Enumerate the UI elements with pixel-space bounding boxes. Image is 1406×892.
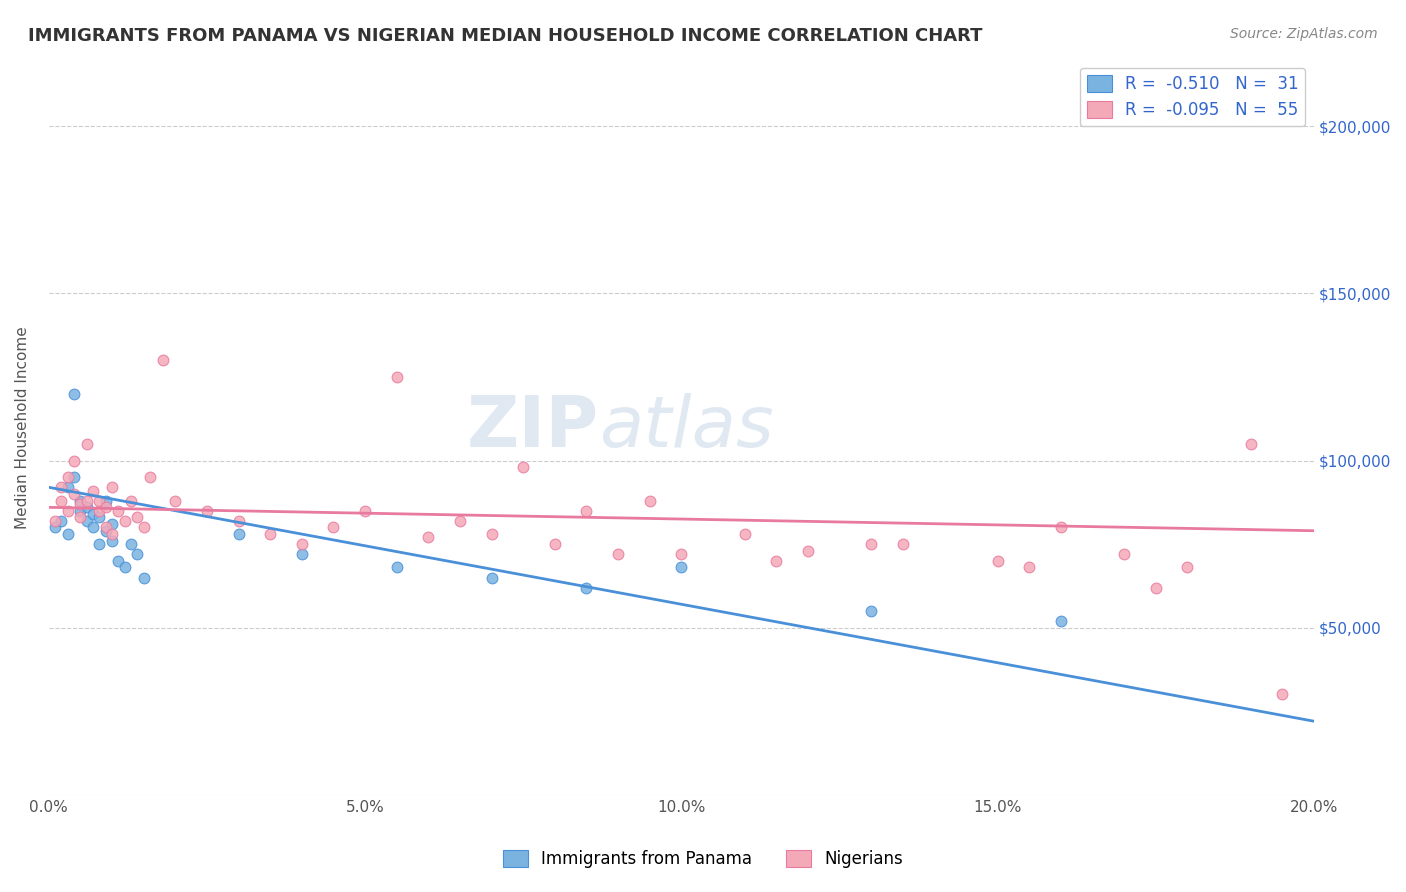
- Text: ZIP: ZIP: [467, 392, 599, 462]
- Point: [76, 493, 98, 508]
- Point: [1239, 437, 1261, 451]
- Point: [1049, 614, 1071, 628]
- Point: [69, 504, 91, 518]
- Text: Source: ZipAtlas.com: Source: ZipAtlas.com: [1230, 27, 1378, 41]
- Point: [56, 504, 79, 518]
- Point: [291, 537, 314, 551]
- Point: [69, 497, 91, 511]
- Point: [44, 514, 66, 528]
- Point: [607, 547, 630, 561]
- Point: [51, 514, 73, 528]
- Point: [76, 500, 98, 515]
- Point: [291, 547, 314, 561]
- Point: [107, 504, 129, 518]
- Point: [481, 570, 503, 584]
- Point: [82, 483, 104, 498]
- Point: [152, 353, 174, 368]
- Point: [89, 537, 111, 551]
- Point: [322, 520, 344, 534]
- Point: [1049, 520, 1071, 534]
- Text: IMMIGRANTS FROM PANAMA VS NIGERIAN MEDIAN HOUSEHOLD INCOME CORRELATION CHART: IMMIGRANTS FROM PANAMA VS NIGERIAN MEDIA…: [28, 27, 983, 45]
- Point: [63, 453, 86, 467]
- Point: [127, 510, 149, 524]
- Point: [82, 507, 104, 521]
- Point: [101, 516, 124, 531]
- Point: [89, 510, 111, 524]
- Point: [228, 527, 250, 541]
- Legend: R =  -0.510   N =  31, R =  -0.095   N =  55: R = -0.510 N = 31, R = -0.095 N = 55: [1080, 68, 1305, 126]
- Point: [132, 570, 155, 584]
- Text: atlas: atlas: [599, 392, 773, 462]
- Point: [76, 514, 98, 528]
- Point: [734, 527, 756, 541]
- Point: [94, 524, 117, 538]
- Point: [132, 520, 155, 534]
- Point: [481, 527, 503, 541]
- Point: [101, 533, 124, 548]
- Point: [89, 493, 111, 508]
- Point: [51, 493, 73, 508]
- Point: [259, 527, 281, 541]
- Point: [385, 560, 408, 574]
- Point: [63, 386, 86, 401]
- Point: [859, 604, 882, 618]
- Point: [575, 504, 598, 518]
- Point: [891, 537, 914, 551]
- Point: [449, 514, 471, 528]
- Point: [94, 500, 117, 515]
- Point: [986, 554, 1008, 568]
- Point: [63, 470, 86, 484]
- Point: [94, 493, 117, 508]
- Point: [127, 547, 149, 561]
- Point: [1144, 581, 1167, 595]
- Point: [165, 493, 187, 508]
- Point: [51, 480, 73, 494]
- Point: [120, 493, 142, 508]
- Point: [385, 370, 408, 384]
- Point: [512, 460, 534, 475]
- Y-axis label: Median Household Income: Median Household Income: [15, 326, 30, 529]
- Point: [1112, 547, 1135, 561]
- Point: [101, 527, 124, 541]
- Point: [797, 543, 820, 558]
- Point: [94, 520, 117, 534]
- Legend: Immigrants from Panama, Nigerians: Immigrants from Panama, Nigerians: [496, 843, 910, 875]
- Point: [89, 504, 111, 518]
- Point: [671, 560, 693, 574]
- Point: [56, 480, 79, 494]
- Point: [1018, 560, 1040, 574]
- Point: [107, 554, 129, 568]
- Point: [120, 537, 142, 551]
- Point: [56, 470, 79, 484]
- Point: [418, 530, 440, 544]
- Point: [114, 560, 136, 574]
- Point: [765, 554, 787, 568]
- Point: [44, 520, 66, 534]
- Point: [354, 504, 377, 518]
- Point: [139, 470, 162, 484]
- Point: [544, 537, 567, 551]
- Point: [1271, 688, 1294, 702]
- Point: [69, 510, 91, 524]
- Point: [575, 581, 598, 595]
- Point: [638, 493, 661, 508]
- Point: [1175, 560, 1198, 574]
- Point: [859, 537, 882, 551]
- Point: [101, 480, 124, 494]
- Point: [671, 547, 693, 561]
- Point: [56, 527, 79, 541]
- Point: [76, 437, 98, 451]
- Point: [114, 514, 136, 528]
- Point: [82, 520, 104, 534]
- Point: [69, 493, 91, 508]
- Point: [228, 514, 250, 528]
- Point: [63, 487, 86, 501]
- Point: [195, 504, 218, 518]
